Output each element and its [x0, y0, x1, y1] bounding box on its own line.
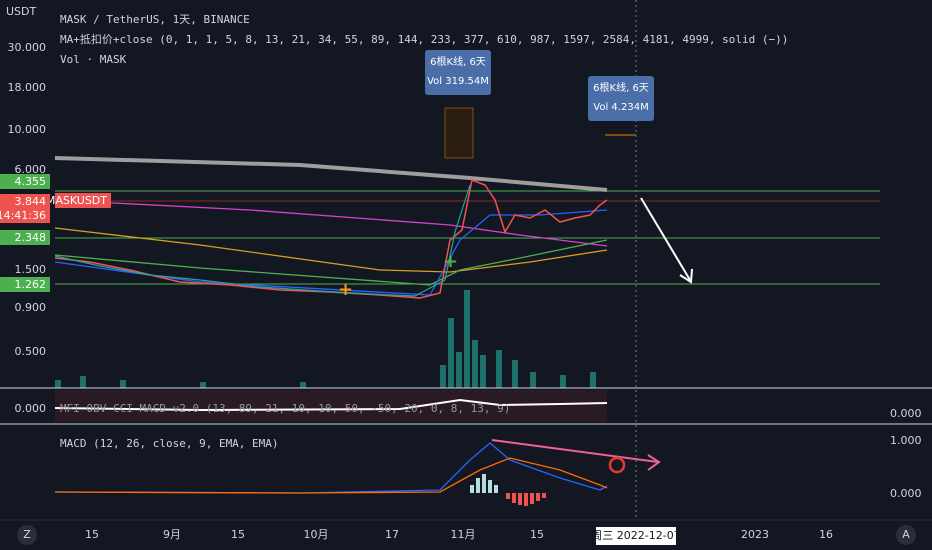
price-label: 0.500 — [15, 345, 47, 358]
ma-line — [54, 199, 608, 247]
arrow — [640, 197, 691, 281]
price-badge-text: 1.262 — [15, 278, 47, 291]
indicator-value: 0.000 — [890, 407, 922, 420]
signal-line — [54, 457, 608, 494]
button-label[interactable]: Z — [23, 528, 31, 541]
buy-marker: + — [443, 251, 458, 272]
time-label: 9月 — [163, 528, 181, 541]
price-badge — [0, 277, 50, 292]
price-label: 1.500 — [15, 263, 47, 276]
price-badge — [0, 174, 50, 189]
macd-axis-label: 0.000 — [890, 487, 922, 500]
price-badge — [0, 230, 50, 245]
sell-marker: + — [338, 279, 353, 300]
price-badge-text: 14:41:36 — [0, 209, 46, 222]
price-badge — [0, 208, 50, 223]
price-path — [54, 178, 608, 299]
volume-bars — [55, 290, 596, 388]
price-badge-text: 2.348 — [15, 231, 47, 244]
price-label: 10.000 — [8, 123, 47, 136]
price-badge-text: MASKUSDT — [46, 194, 107, 207]
macd-histogram — [470, 474, 498, 493]
time-label: 10月 — [304, 528, 329, 541]
ma-legend: MA+抵扣价+close (0, 1, 1, 5, 8, 13, 21, 34,… — [60, 32, 788, 46]
cursor-label-box — [596, 527, 676, 545]
tooltip-vol: Vol 4.234M — [593, 102, 648, 113]
cursor-label: 周三 2022-12-07 — [591, 529, 680, 542]
refresh-mark — [608, 456, 626, 474]
indicator-band — [55, 390, 607, 422]
arrow-head — [679, 268, 693, 284]
price-badge-text: 3.844 — [15, 195, 47, 208]
time-label: 15 — [231, 528, 245, 541]
tooltip-vol: Vol 319.54M — [427, 76, 489, 87]
price-badge — [0, 194, 50, 209]
ma-line — [54, 156, 608, 192]
button-label[interactable]: A — [902, 528, 910, 541]
symbol-line: MASK / TetherUS, 1天, BINANCE — [60, 13, 250, 26]
time-label: 11月 — [451, 528, 476, 541]
tooltip-title: 6根K线, 6天 — [593, 81, 649, 94]
indicator-value: 0.000 — [15, 402, 47, 415]
vol-legend: Vol · MASK — [60, 53, 127, 66]
time-label: 15 — [530, 528, 544, 541]
time-label: 2023 — [741, 528, 769, 541]
button[interactable] — [896, 525, 916, 545]
macd-axis-label: 1.000 — [890, 434, 922, 447]
price-label: 18.000 — [8, 81, 47, 94]
price-label: 6.000 — [15, 163, 47, 176]
time-label: 15 — [85, 528, 99, 541]
indicator-label: MFI OBV CCI MACD v2.0 (13, 89, 21, 10, 1… — [60, 402, 510, 415]
price-path — [54, 184, 471, 297]
price-label: 30.000 — [8, 41, 47, 54]
time-label: 17 — [385, 528, 399, 541]
macd-label: MACD (12, 26, close, 9, EMA, EMA) — [60, 437, 279, 450]
price-badge-text: 4.355 — [15, 175, 47, 188]
macd-histogram — [506, 493, 546, 506]
button[interactable] — [17, 525, 37, 545]
time-label: 16 — [819, 528, 833, 541]
ma-line — [54, 209, 608, 296]
ma-line — [54, 227, 608, 273]
tooltip-title: 6根K线, 6天 — [430, 55, 486, 68]
indicator-line — [54, 398, 608, 412]
tooltip — [425, 50, 491, 95]
range-marker — [444, 107, 474, 159]
price-label: 0.900 — [15, 301, 47, 314]
arrow-head — [647, 454, 661, 471]
arrow — [491, 439, 659, 463]
price-unit: USDT — [6, 5, 37, 18]
tooltip — [588, 76, 654, 121]
price-badge — [55, 193, 111, 208]
macd-line — [54, 442, 608, 494]
